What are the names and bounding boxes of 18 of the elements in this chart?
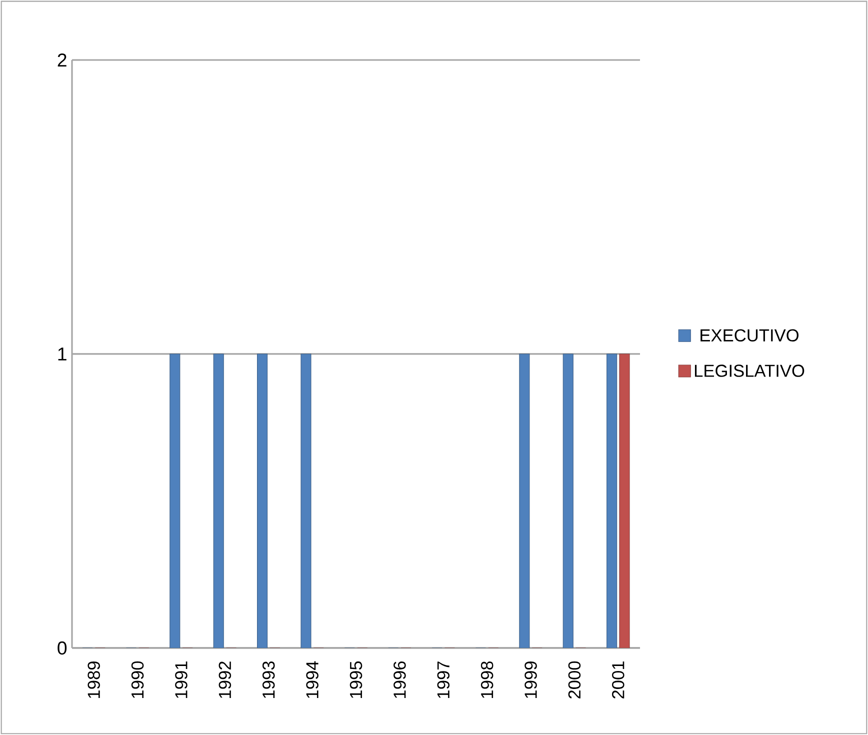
x-tick-label: 2000 [568,661,581,698]
x-tick-label: 1990 [131,661,144,698]
legend-label: EXECUTIVO [700,329,799,342]
y-tick-label: 0 [58,641,67,655]
legend-label: LEGISLATIVO [694,364,804,377]
x-tick-label: 1993 [262,661,275,698]
x-tick-label: 1994 [306,661,318,698]
y-tick-label: 2 [58,53,66,67]
x-tick-label: 1992 [218,662,232,698]
x-tick-label: 1991 [175,662,188,698]
x-tick-label: 1989 [88,662,100,698]
x-tick-label: 1999 [524,662,537,698]
x-tick-label: 1998 [480,661,494,698]
x-tick-label: 1996 [394,661,406,698]
x-tick-label: 1997 [437,662,450,698]
x-tick-label: 2001 [612,662,624,698]
y-tick-label: 1 [58,348,66,360]
x-tick-label: 1995 [350,661,362,698]
